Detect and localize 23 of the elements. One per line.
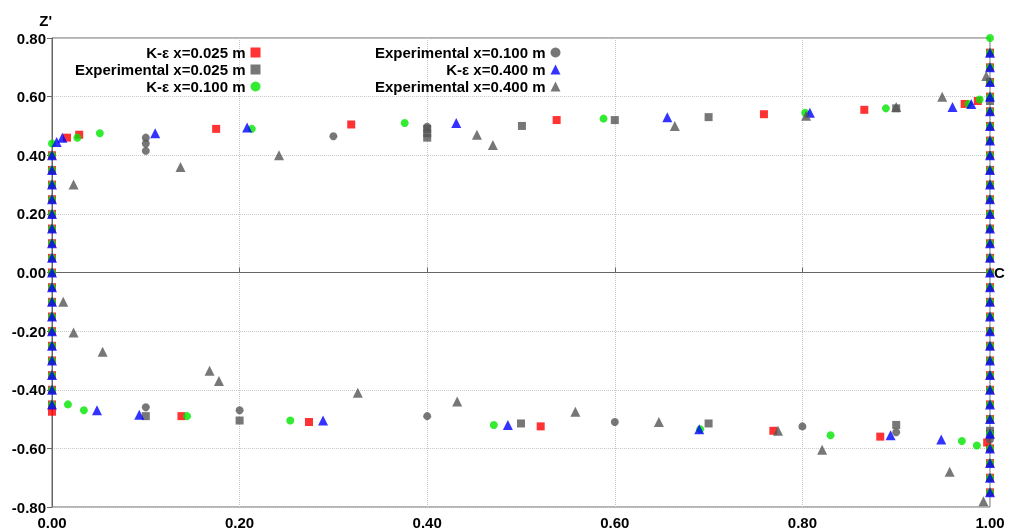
legend-label: K-ε x=0.100 m <box>146 78 246 95</box>
legend-label: Experimental x=0.400 m <box>375 78 546 95</box>
y-axis-title: Z' <box>39 12 52 29</box>
x-tick-label: 0.60 <box>600 514 630 530</box>
x-tick-label: 0.80 <box>787 514 817 530</box>
legend-label: Experimental x=0.100 m <box>375 44 546 61</box>
legend-label: Experimental x=0.025 m <box>75 61 246 78</box>
y-tick-label: 0.20 <box>16 205 46 223</box>
y-tick-label: 0.40 <box>16 146 46 164</box>
x-tick-label: 0.00 <box>37 514 67 530</box>
x-tick-label: 0.20 <box>225 514 255 530</box>
legend-label: K-ε x=0.025 m <box>146 44 246 61</box>
y-tick-label: -0.60 <box>11 439 46 457</box>
y-tick-label: 0.80 <box>16 29 46 47</box>
y-tick-label: -0.80 <box>11 498 46 516</box>
x-tick-label: 0.40 <box>412 514 442 530</box>
legend-label: K-ε x=0.400 m <box>446 61 546 78</box>
y-tick-label: -0.40 <box>11 381 46 399</box>
x-tick-label: 1.00 <box>975 514 1005 530</box>
y-tick-label: 0.00 <box>16 264 46 281</box>
y-tick-label: 0.60 <box>16 88 46 106</box>
y-tick-label: -0.20 <box>11 322 46 340</box>
x-axis-title: C <box>994 264 1005 281</box>
